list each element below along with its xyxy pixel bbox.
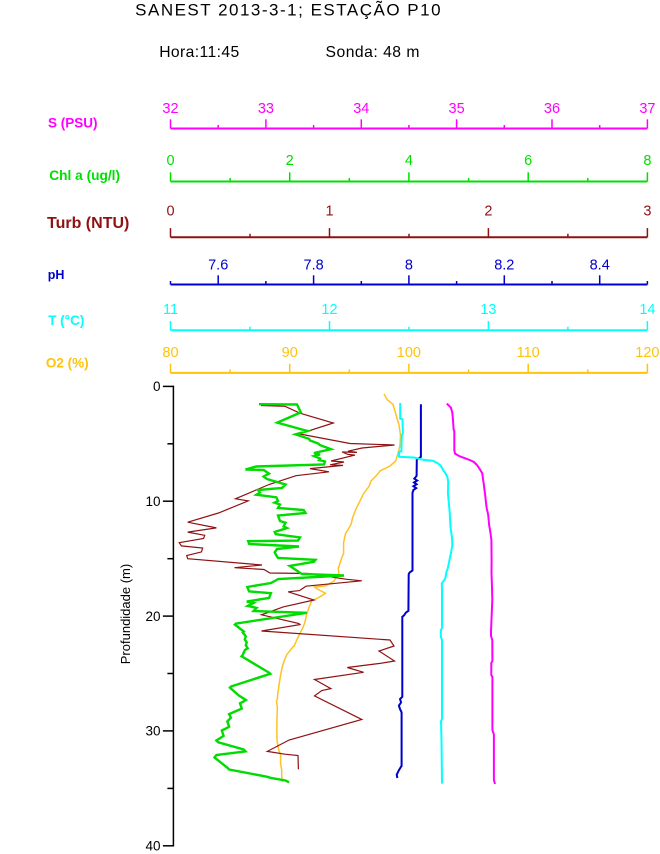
svg-text:8: 8: [643, 153, 651, 169]
svg-text:30: 30: [145, 724, 160, 739]
svg-text:Profundidade (m): Profundidade (m): [118, 564, 133, 664]
svg-text:pH: pH: [48, 268, 65, 282]
svg-text:3: 3: [643, 203, 651, 219]
svg-text:36: 36: [544, 101, 560, 117]
svg-text:110: 110: [517, 345, 540, 361]
svg-text:4: 4: [405, 153, 413, 169]
svg-text:0: 0: [166, 153, 174, 169]
svg-text:2: 2: [484, 203, 492, 219]
svg-text:7.6: 7.6: [208, 257, 228, 273]
svg-text:120: 120: [635, 345, 659, 361]
svg-text:20: 20: [145, 609, 160, 624]
svg-text:8.2: 8.2: [494, 257, 514, 273]
svg-text:7.8: 7.8: [304, 257, 324, 273]
svg-text:0: 0: [153, 379, 161, 394]
svg-text:SANEST 2013-3-1; ESTAÇÃO P10: SANEST 2013-3-1; ESTAÇÃO P10: [135, 1, 442, 20]
svg-text:11: 11: [163, 302, 178, 318]
svg-text:1: 1: [325, 203, 333, 219]
svg-text:8: 8: [405, 257, 413, 273]
svg-text:Turb (NTU): Turb (NTU): [47, 215, 129, 232]
svg-text:37: 37: [639, 101, 655, 117]
svg-text:32: 32: [162, 101, 178, 117]
svg-text:80: 80: [162, 345, 178, 361]
svg-text:Hora:11:45: Hora:11:45: [159, 44, 239, 61]
svg-text:13: 13: [480, 302, 496, 318]
svg-text:Sonda: 48 m: Sonda: 48 m: [326, 44, 420, 61]
svg-text:Chl a (ug/l): Chl a (ug/l): [49, 168, 120, 183]
svg-text:14: 14: [639, 302, 655, 318]
svg-text:40: 40: [145, 839, 160, 854]
svg-text:0: 0: [166, 203, 174, 219]
svg-text:35: 35: [449, 101, 465, 117]
svg-text:T (°C): T (°C): [48, 313, 84, 328]
svg-text:90: 90: [282, 345, 298, 361]
svg-text:34: 34: [353, 101, 369, 117]
svg-text:10: 10: [145, 494, 160, 509]
svg-text:S (PSU): S (PSU): [48, 116, 98, 131]
svg-text:12: 12: [321, 302, 337, 318]
svg-text:6: 6: [524, 153, 532, 169]
svg-text:33: 33: [258, 101, 274, 117]
svg-text:O2 (%): O2 (%): [46, 356, 89, 371]
svg-text:2: 2: [286, 153, 294, 169]
svg-text:8.4: 8.4: [590, 257, 610, 273]
svg-text:100: 100: [397, 345, 421, 361]
